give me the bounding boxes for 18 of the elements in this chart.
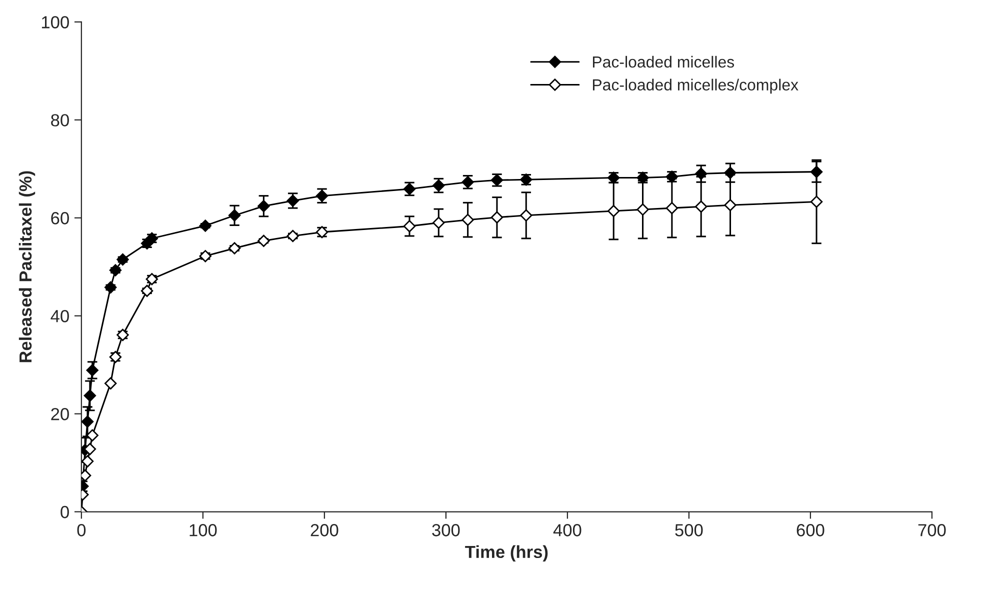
x-tick-label: 300 — [432, 524, 460, 536]
x-tick-label: 600 — [796, 524, 824, 536]
y-tick-label: 40 — [50, 310, 69, 322]
legend-label: Pac-loaded micelles/complex — [592, 78, 798, 94]
x-tick-label: 500 — [675, 524, 703, 536]
legend-label: Pac-loaded micelles — [592, 56, 734, 68]
x-tick-label: 0 — [77, 524, 86, 536]
x-tick-label: 200 — [310, 524, 338, 536]
x-tick-label: 100 — [190, 524, 217, 536]
y-axis-title: Released Paclitaxel (%) — [18, 171, 36, 362]
y-tick-label: 100 — [42, 16, 69, 28]
y-tick-label: 60 — [51, 212, 69, 224]
y-tick-label: 80 — [51, 114, 69, 126]
x-tick-label: 400 — [553, 524, 582, 536]
y-tick-label: 20 — [51, 408, 69, 420]
y-tick-label: 0 — [60, 506, 69, 518]
x-axis-title: Time (hrs) — [465, 545, 548, 562]
x-tick-label: 700 — [918, 524, 946, 536]
